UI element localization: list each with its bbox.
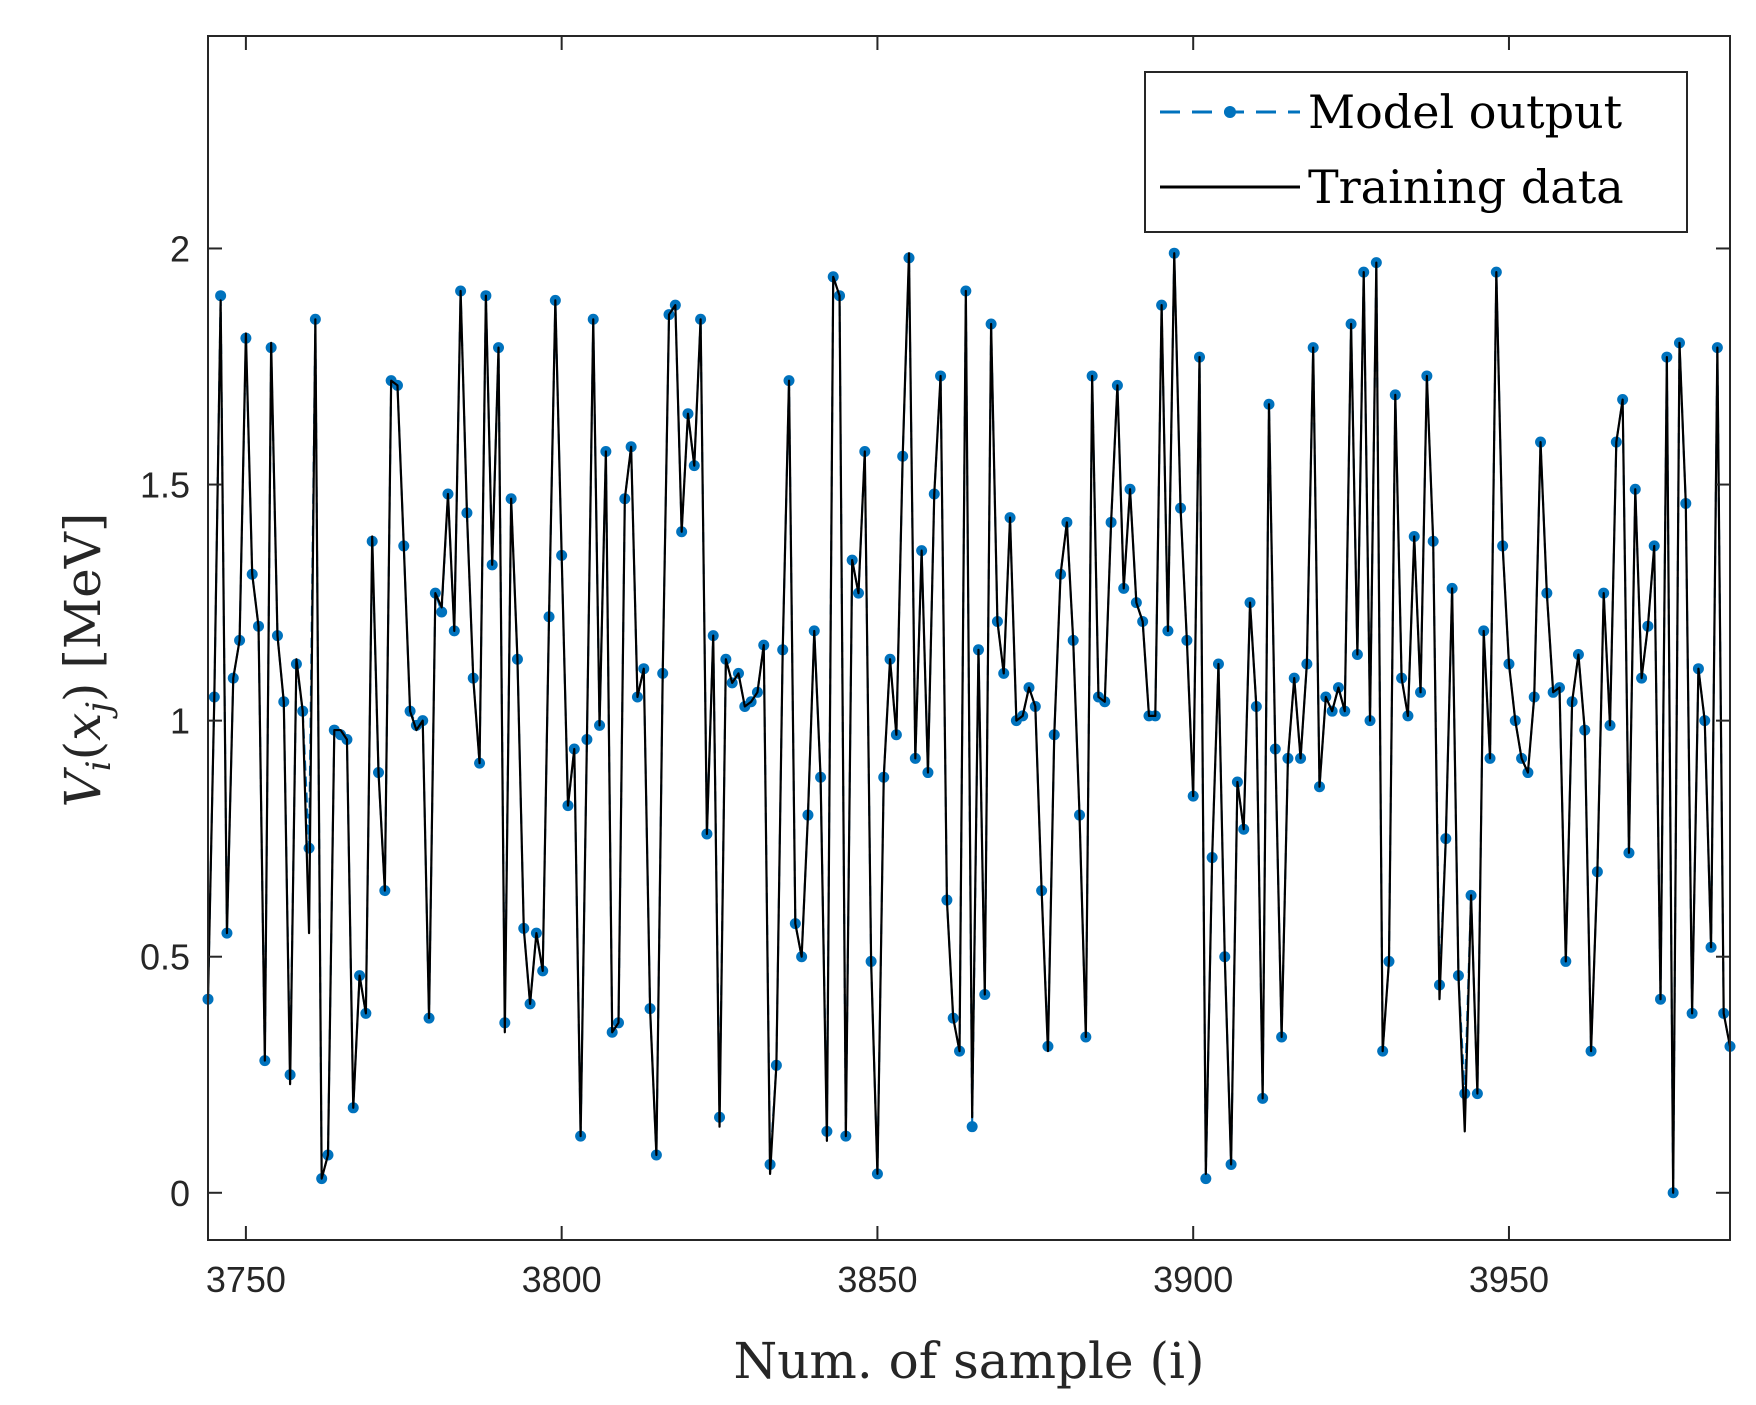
x-tick-label-3900: 3900 (1153, 1259, 1233, 1300)
y-axis-title-variable: x (54, 713, 112, 741)
x-tick-label-3850: 3850 (837, 1259, 917, 1300)
model-output-point-3746 (215, 290, 227, 302)
y-tick-label-0: 0 (170, 1173, 190, 1214)
y-axis-title-subscript: i (79, 760, 119, 771)
x-axis-title: Num. of sample (i) (733, 1332, 1204, 1390)
y-tick-label-2: 2 (170, 228, 190, 269)
y-axis-title-paren-open: ( (54, 741, 112, 761)
y-tick-label-1.5: 1.5 (140, 465, 190, 506)
legend-model-output-marker (1224, 106, 1236, 118)
model-output-point-3865 (966, 1121, 978, 1133)
y-axis-title: Vi(xj)[MeV] (54, 513, 119, 808)
series-layer (202, 247, 1736, 1199)
x-axis-ticks: 3750 3800 3850 3900 3950 (206, 36, 1549, 1300)
y-axis-title-paren-close: ) (54, 683, 112, 703)
axes-box (207, 35, 1731, 1241)
y-axis-title-symbol: V (54, 766, 112, 807)
legend-model-output-label: Model output (1308, 85, 1623, 139)
x-tick-label-3950: 3950 (1469, 1259, 1549, 1300)
y-tick-label-1: 1 (170, 701, 190, 742)
model-output-point-3902 (1200, 1173, 1212, 1185)
y-axis-title-unit: [MeV] (54, 513, 112, 669)
legend-training-data-label: Training data (1308, 160, 1624, 214)
training-data-series-line (206, 252, 1732, 1194)
x-tick-label-3750: 3750 (206, 1259, 286, 1300)
y-axis-ticks: 0 0.5 1 1.5 2 (140, 228, 1730, 1214)
y-tick-label-0.5: 0.5 (140, 937, 190, 978)
legend-box (1144, 71, 1688, 233)
model-output-point-3781 (436, 606, 448, 618)
legend: Model output Training data (1144, 71, 1688, 233)
x-tick-label-3800: 3800 (522, 1259, 602, 1300)
